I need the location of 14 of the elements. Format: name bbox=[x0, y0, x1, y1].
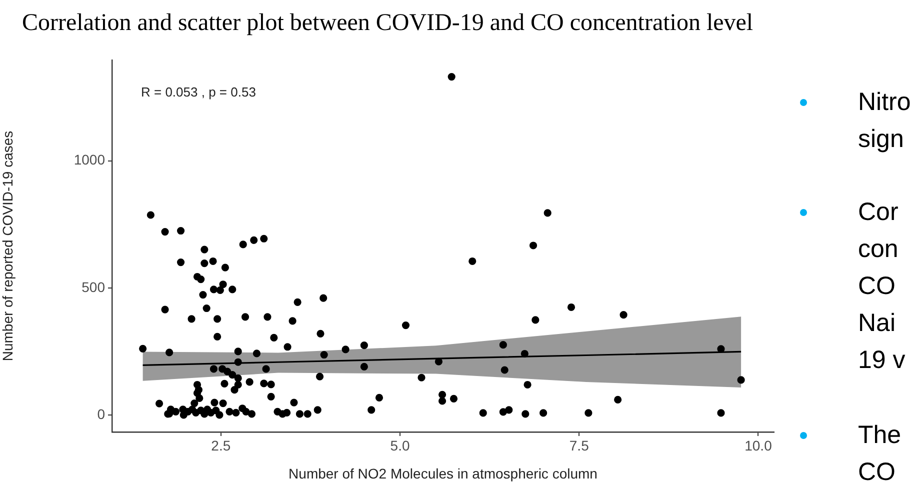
x-tick-label: 2.5 bbox=[211, 437, 231, 454]
text: The CO bbox=[858, 420, 902, 483]
chart-title: Correlation and scatter plot between COVID-19 and CO concentration level bbox=[22, 10, 754, 37]
text: Nitro sign bbox=[858, 87, 911, 155]
y-tick-label: 1000 bbox=[74, 152, 106, 168]
text: Cor con CO Nai 19 v bbox=[858, 197, 906, 376]
y-tick-label: 500 bbox=[82, 278, 106, 295]
x-tick-label: 10.0 bbox=[744, 437, 772, 454]
y-axis-title: Number of reported COVID-19 cases bbox=[0, 130, 16, 362]
x-tick-label: 7.5 bbox=[569, 437, 590, 454]
x-axis-title: Number of NO2 Molecules in atmospheric column bbox=[288, 465, 598, 482]
y-tick-label: 0 bbox=[97, 406, 106, 422]
x-tick-label: 5.0 bbox=[390, 437, 410, 454]
annotation: R = 0.053 , p = 0.53 bbox=[141, 84, 256, 100]
